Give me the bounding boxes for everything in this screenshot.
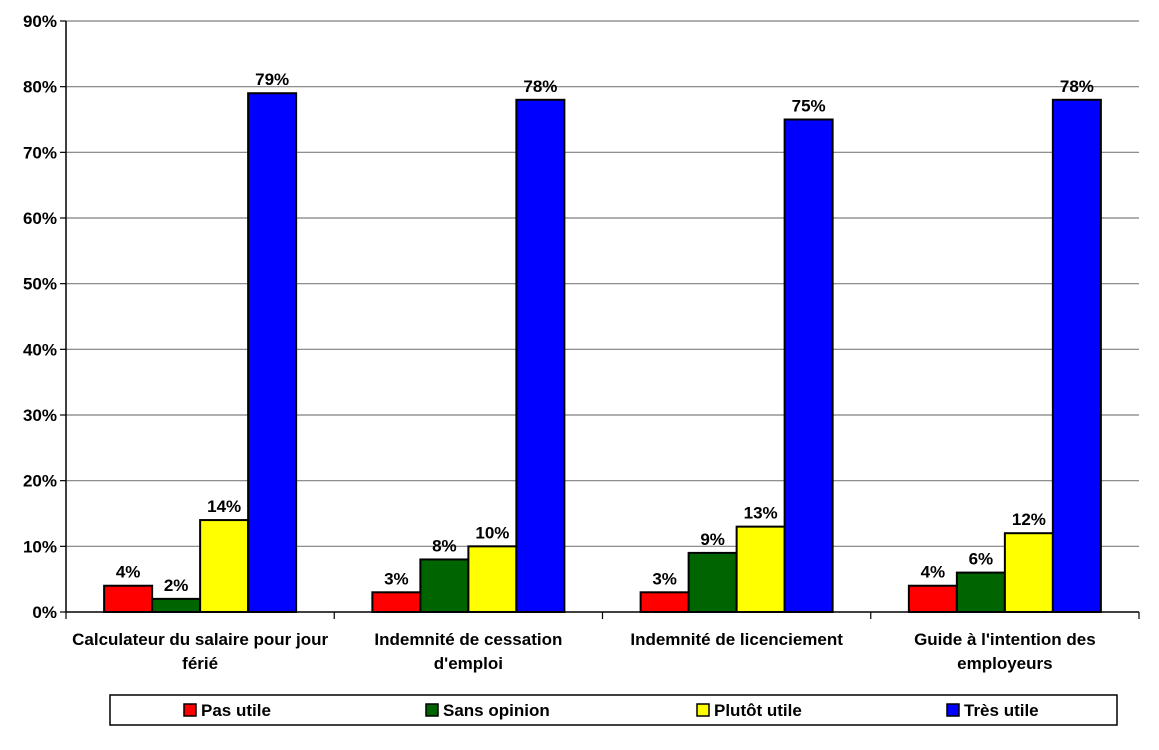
y-tick-label: 20% [23,472,57,491]
legend-swatch [425,703,439,717]
y-tick-label: 50% [23,275,57,294]
legend-swatch [946,703,960,717]
category-label: Indemnité de licenciement [630,630,843,649]
legend-label: Sans opinion [443,701,550,720]
data-label: 6% [969,550,994,569]
data-label: 78% [1060,77,1094,96]
data-label: 12% [1012,510,1046,529]
bar [1051,98,1102,614]
bar [103,584,154,614]
y-tick-label: 90% [23,12,57,31]
legend-swatch [183,703,197,717]
bar [199,519,250,613]
legend-label: Très utile [964,701,1039,720]
data-label: 13% [744,504,778,523]
axes [65,21,1140,619]
bar [687,551,738,614]
category-label: Indemnité de cessation [374,630,562,649]
bar [151,597,202,613]
y-tick-label: 30% [23,406,57,425]
bar [1003,532,1054,614]
bar [639,591,690,613]
bar [907,584,958,614]
bar [735,525,786,614]
data-label: 4% [921,563,946,582]
category-label: employeurs [957,654,1052,673]
y-tick-label: 40% [23,340,57,359]
y-tick-label: 10% [23,537,57,556]
bar [515,98,566,614]
bar [419,558,470,614]
category-label: Calculateur du salaire pour jour [72,630,328,649]
bar [371,591,422,613]
data-label: 14% [207,497,241,516]
category-label: férié [182,654,218,673]
y-tick-label: 60% [23,209,57,228]
category-label: Guide à l'intention des [914,630,1096,649]
category-labels: Calculateur du salaire pour jour férié Ind… [72,630,1096,673]
y-axis-ticks: 0% 10% 20% 30% 40% 50% 60% 70% 80% 90% [23,12,66,622]
data-label: 2% [164,576,189,595]
legend: Pas utile Sans opinion Plutôt utile Très ut… [109,694,1118,726]
category-label: d'emploi [434,654,503,673]
data-label: 4% [116,563,141,582]
data-label: 79% [255,70,289,89]
data-label: 8% [432,536,457,555]
legend-label: Pas utile [201,701,271,720]
y-tick-label: 80% [23,78,57,97]
bar [955,571,1006,613]
data-label: 10% [475,523,509,542]
gridlines [66,20,1139,547]
data-label: 3% [652,569,677,588]
legend-box [109,694,1118,726]
data-label: 78% [523,77,557,96]
y-tick-label: 70% [23,143,57,162]
y-tick-label: 0% [32,603,57,622]
bar [247,92,298,613]
legend-label: Plutôt utile [714,701,802,720]
bars [103,92,1102,614]
data-label: 9% [700,530,725,549]
data-labels: 4% 2% 14% 79% 3% 8% 10% 78% 3% 9% 13% 75% 4% 6% 12% 78% [116,70,1094,595]
bar [467,545,518,613]
data-label: 3% [384,569,409,588]
data-label: 75% [792,97,826,116]
bar [783,118,834,613]
legend-swatch [696,703,710,717]
